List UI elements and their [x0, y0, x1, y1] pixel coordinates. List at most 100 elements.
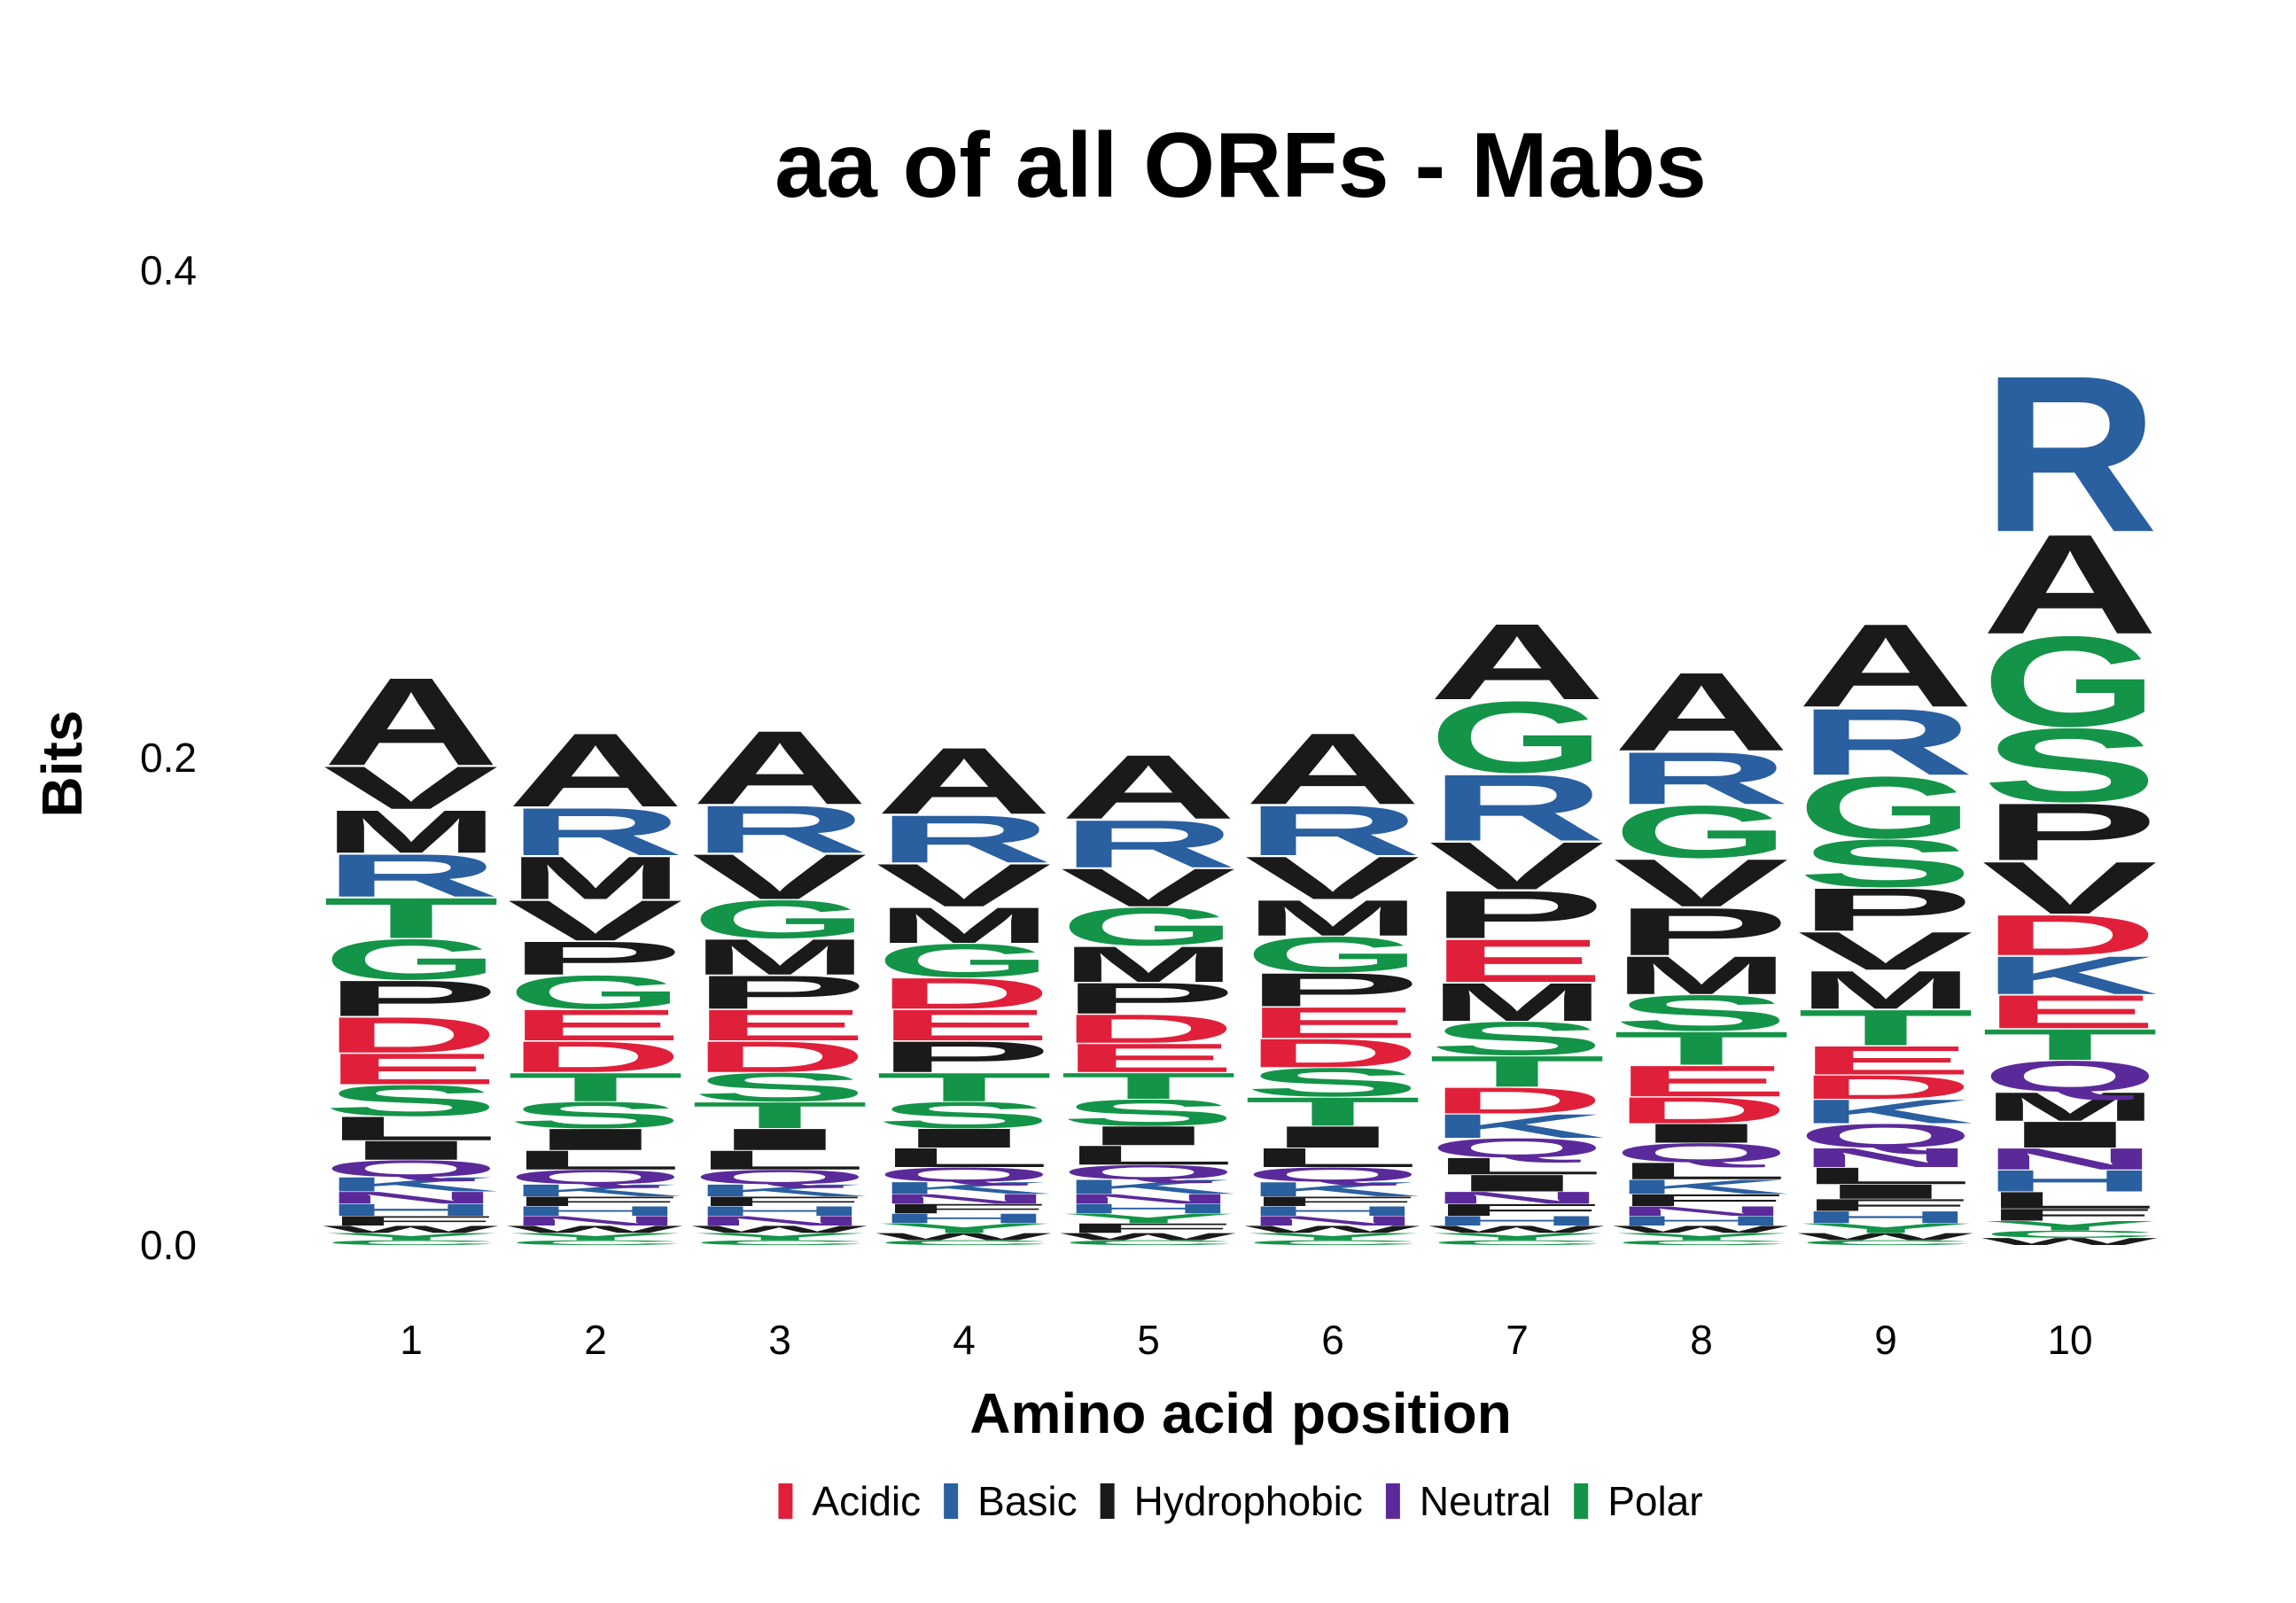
logo-letter-V: V	[507, 889, 683, 953]
logo-letter-E: E	[876, 1000, 1053, 1049]
logo-letter-E: E	[507, 1000, 684, 1049]
logo-letter-L: L	[876, 1142, 1053, 1172]
logo-letter-K: K	[1613, 1175, 1790, 1198]
logo-letter-W: W	[876, 1231, 1052, 1242]
logo-letter-F: F	[1428, 1201, 1606, 1219]
legend-key	[1574, 1483, 1589, 1519]
logo-letter-Y: Y	[691, 1231, 868, 1242]
logo-letter-I: I	[1613, 1118, 1790, 1148]
legend-item: Acidic	[778, 1478, 921, 1524]
logo-letter-P: P	[876, 1032, 1053, 1081]
logo-letter-F: F	[1060, 1221, 1237, 1236]
logo-letter-A: A	[1244, 712, 1421, 825]
legend-item: Polar	[1574, 1478, 1703, 1524]
logo-letter-N: N	[876, 1192, 1053, 1207]
logo-letter-M: M	[876, 897, 1053, 953]
logo-letter-G: G	[507, 966, 684, 1019]
logo-letter-H: H	[1244, 1203, 1421, 1218]
logo-letter-E: E	[1981, 985, 2159, 1039]
y-tick-label: 0.4	[140, 247, 197, 293]
logo-letter-F: F	[1613, 1191, 1790, 1210]
logo-letter-T: T	[323, 886, 500, 950]
logo-letter-P: P	[1060, 974, 1237, 1023]
logo-letter-T: T	[1797, 1000, 1974, 1056]
legend-label: Hydrophobic	[1134, 1478, 1363, 1524]
logo-letter-C: C	[507, 1239, 684, 1247]
logo-letter-Y: Y	[1613, 1231, 1790, 1242]
logo-letter-M: M	[507, 844, 684, 913]
logo-letter-V: V	[1797, 921, 1973, 981]
logo-letter-V: V	[1428, 829, 1605, 904]
logo-letter-P: P	[691, 966, 868, 1019]
logo-letter-M: M	[1060, 936, 1237, 992]
logo-letter-T: T	[876, 1065, 1053, 1110]
logo-letter-E: E	[1797, 1038, 1974, 1083]
logo-letter-I: I	[1428, 1170, 1606, 1196]
logo-letter-G: G	[876, 934, 1053, 987]
logo-letter-D: D	[1981, 903, 2159, 968]
logo-letter-W: W	[691, 1224, 868, 1235]
logo-letter-T: T	[1613, 1022, 1790, 1075]
logo-letter-I: I	[1060, 1121, 1237, 1151]
logo-letter-G: G	[323, 928, 500, 992]
x-tick-label: 6	[1321, 1317, 1344, 1363]
logo-letter-M: M	[1981, 1084, 2159, 1129]
logo-letter-D: D	[507, 1032, 684, 1081]
logo-letter-I: I	[507, 1123, 684, 1156]
logo-letter-F: F	[507, 1194, 684, 1209]
logo-letter-V: V	[323, 753, 499, 821]
logo-letter-Q: Q	[1428, 1132, 1606, 1163]
logo-letter-W: W	[323, 1224, 499, 1235]
logo-letter-S: S	[1244, 1060, 1421, 1105]
logo-letter-R: R	[1797, 689, 1974, 795]
logo-letter-L: L	[1428, 1153, 1606, 1179]
logo-letter-W: W	[1060, 1231, 1236, 1242]
logo-letter-N: N	[1428, 1188, 1606, 1207]
logo-letter-Y: Y	[1244, 1231, 1421, 1242]
logo-letter-H: H	[1797, 1208, 1974, 1226]
logo-letter-Q: Q	[1981, 1052, 2159, 1101]
logo-letter-Q: Q	[1244, 1163, 1421, 1187]
logo-letter-Y: Y	[1797, 1220, 1974, 1235]
logo-letter-G: G	[1428, 681, 1606, 794]
legend: Acidic Basic Hydrophobic Neutral Polar	[778, 1478, 1703, 1524]
logo-letter-N: N	[1060, 1192, 1237, 1207]
logo-letter-H: H	[1613, 1213, 1790, 1228]
logo-letter-Q: Q	[323, 1156, 500, 1182]
logo-letter-S: S	[323, 1077, 500, 1125]
x-axis-label: Amino acid position	[969, 1381, 1512, 1445]
logo-letter-W: W	[1244, 1224, 1420, 1235]
logo-letter-G: G	[1797, 759, 1974, 857]
logo-letter-Q: Q	[1797, 1117, 1974, 1155]
logo-letter-H: H	[507, 1203, 684, 1218]
legend-key	[778, 1483, 793, 1519]
logo-letter-N: N	[1613, 1203, 1790, 1218]
logo-letter-Y: Y	[1428, 1231, 1606, 1242]
logo-letter-W: W	[1981, 1236, 2158, 1248]
logo-letter-H: H	[1060, 1202, 1237, 1217]
logo-letter-A: A	[876, 728, 1053, 834]
logo-letter-P: P	[323, 970, 500, 1027]
logo-letter-E: E	[1428, 927, 1606, 995]
logo-letter-Q: Q	[876, 1163, 1053, 1187]
legend-key	[944, 1483, 959, 1519]
logo-letter-R: R	[876, 801, 1053, 876]
logo-letter-A: A	[1797, 600, 1974, 733]
logo-letter-H: H	[1428, 1213, 1606, 1228]
logo-letter-P: P	[1981, 787, 2159, 877]
logo-letter-Q: Q	[1060, 1161, 1237, 1184]
logo-letter-C: C	[1613, 1239, 1790, 1247]
logo-letter-K: K	[1060, 1175, 1237, 1198]
logo-letter-C: C	[1981, 1228, 2159, 1240]
logo-letter-L: L	[1797, 1163, 1974, 1189]
logo-letter-T: T	[1244, 1089, 1421, 1134]
logo-letter-F: F	[323, 1213, 500, 1228]
logo-letter-N: N	[691, 1213, 868, 1228]
logo-letter-Y: Y	[323, 1231, 500, 1242]
